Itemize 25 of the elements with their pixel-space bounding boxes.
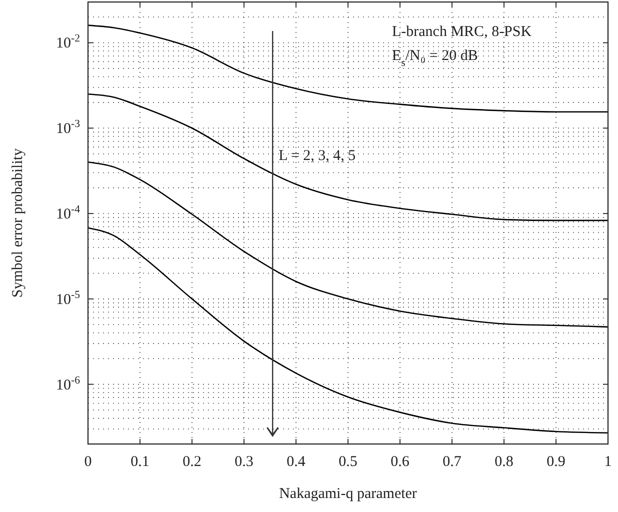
x-tick-label: 0.8 (494, 454, 514, 470)
annotation: L = 2, 3, 4, 5 (278, 148, 356, 164)
line-series (87, 161, 609, 328)
x-tick-label: 0.9 (546, 454, 566, 470)
x-axis-title: Nakagami-q parameter (279, 486, 417, 502)
y-tick-label: 10$^{-4}$ (56, 204, 81, 223)
x-tick-label: 0.6 (390, 454, 410, 470)
y-tick-label: 10$^{-2}$ (56, 32, 80, 52)
x-tick-label: 0.1 (130, 454, 150, 470)
y-tick-label: 10$^{-5}$ (56, 288, 80, 308)
line-series (87, 24, 609, 113)
y-tick-label: 10$^{-6}$ (56, 374, 81, 394)
x-tick-label: 1 (604, 454, 612, 470)
line-series (87, 94, 609, 222)
x-tick-label: 0.5 (338, 454, 358, 470)
y-axis-title: Symbol error probability (10, 148, 26, 298)
x-tick-label: 0.2 (182, 454, 202, 470)
x-tick-label: 0.7 (442, 454, 462, 470)
x-tick-label: 0.3 (234, 454, 254, 470)
line-series (87, 227, 609, 434)
annotation: E$_{s}$/N₀ = 20 dB (392, 48, 478, 69)
y-tick-label: 10$^{-3}$ (56, 118, 80, 138)
x-tick-label: 0 (84, 454, 92, 470)
annotation: L-branch MRC, 8-PSK (392, 24, 532, 40)
x-tick-label: 0.4 (286, 454, 306, 470)
